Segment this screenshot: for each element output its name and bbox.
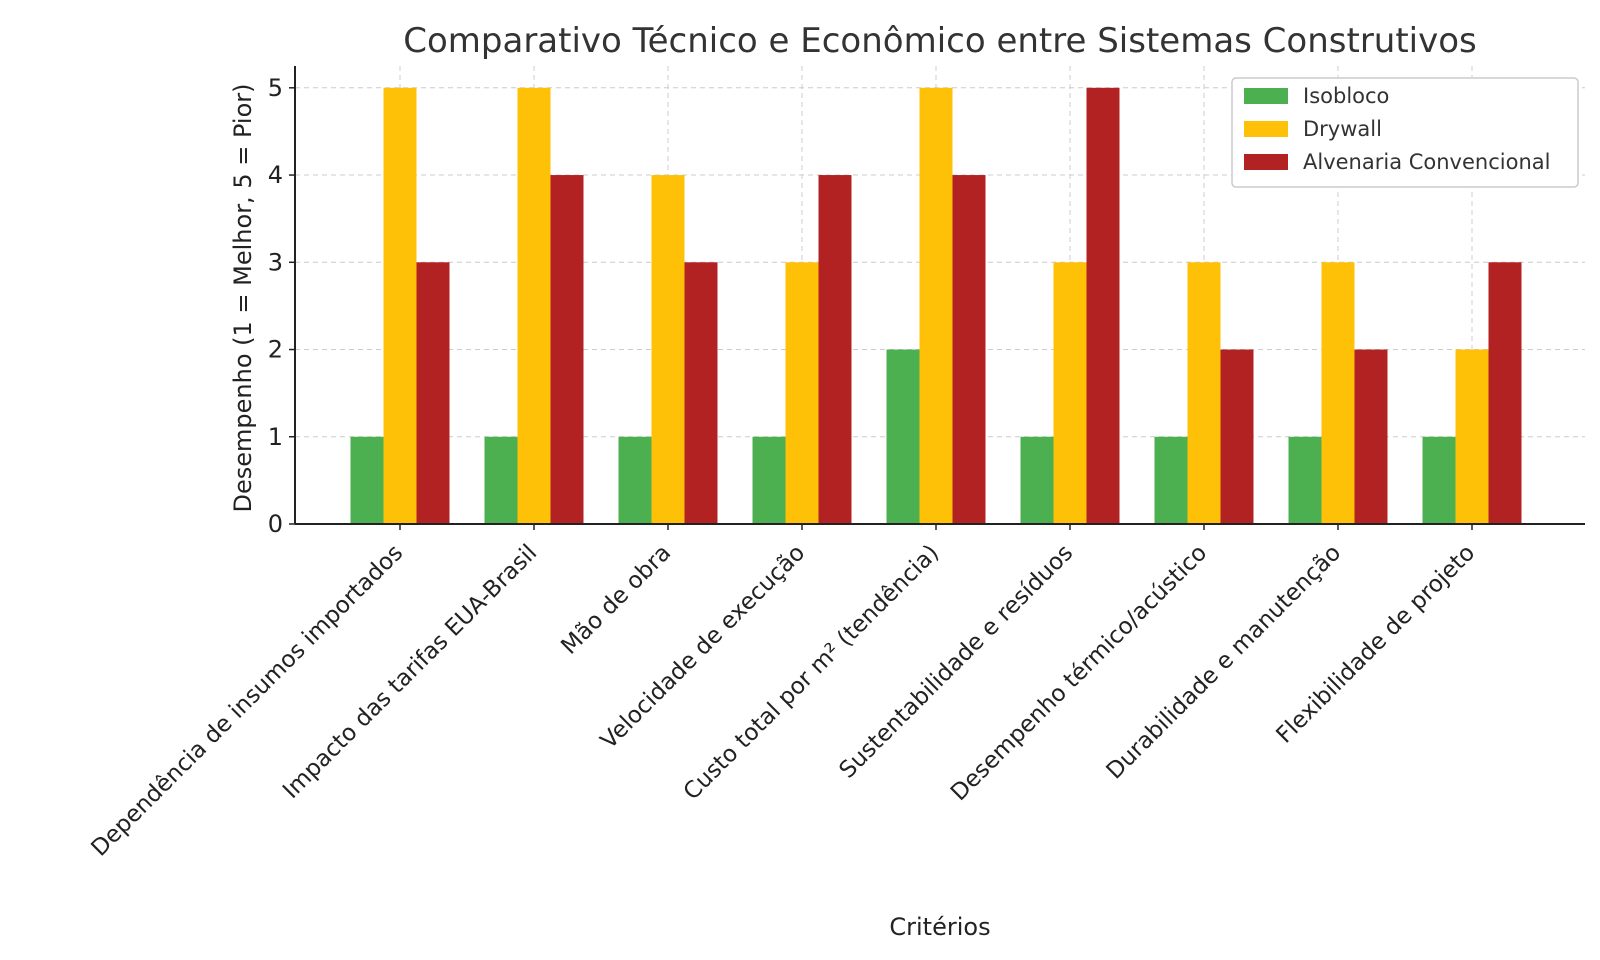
y-tick-label: 4 <box>268 161 283 189</box>
legend: Isobloco Drywall Alvenaria Convencional <box>1231 77 1579 188</box>
bar-isobloco <box>886 349 920 524</box>
bar-isobloco <box>752 436 786 524</box>
bar-drywall <box>517 87 551 525</box>
bar-drywall <box>1321 262 1355 524</box>
bar-drywall <box>1187 262 1221 524</box>
bar-alvenaria-convencional <box>1354 349 1388 524</box>
bar-drywall <box>1053 262 1087 524</box>
y-tick-label: 0 <box>268 510 283 538</box>
bar-isobloco <box>1020 436 1054 524</box>
x-tick-label: Sustentabilidade e resíduos <box>834 540 1078 784</box>
bar-drywall <box>1455 349 1489 524</box>
bar-alvenaria-convencional <box>1488 262 1522 524</box>
bar-drywall <box>383 87 417 525</box>
x-tick-label: Desempenho térmico/acústico <box>946 540 1212 806</box>
y-tick-label: 5 <box>268 74 283 102</box>
x-tick-label: Custo total por m² (tendência) <box>679 540 944 805</box>
bar-isobloco <box>484 436 518 524</box>
bar-isobloco <box>350 436 384 524</box>
bar-alvenaria-convencional <box>550 175 584 525</box>
y-ticks: 0 1 2 3 4 5 <box>268 74 295 538</box>
bar-alvenaria-convencional <box>1086 87 1120 525</box>
bar-alvenaria-convencional <box>416 262 450 524</box>
y-axis-label: Desempenho (1 = Melhor, 5 = Pior) <box>229 84 257 513</box>
bar-isobloco <box>1154 436 1188 524</box>
x-tick-label: Dependência de insumos importados <box>86 540 408 862</box>
x-tick-label: Impacto das tarifas EUA-Brasil <box>278 540 542 804</box>
y-tick-label: 2 <box>268 336 283 364</box>
bars <box>350 87 1522 525</box>
bar-alvenaria-convencional <box>952 175 986 525</box>
x-axis-label: Critérios <box>889 913 990 941</box>
legend-label: Isobloco <box>1303 84 1389 108</box>
legend-label: Alvenaria Convencional <box>1303 150 1550 174</box>
legend-box <box>1231 77 1579 188</box>
axes <box>294 66 1585 525</box>
x-tick-label: Durabilidade e manutenção <box>1102 540 1347 785</box>
bar-alvenaria-convencional <box>818 175 852 525</box>
legend-label: Drywall <box>1303 117 1382 141</box>
x-tick-label: Mão de obra <box>556 540 676 660</box>
bar-isobloco <box>1288 436 1322 524</box>
legend-swatch <box>1244 88 1288 104</box>
legend-swatch <box>1244 121 1288 137</box>
bar-drywall <box>919 87 953 525</box>
y-tick-label: 3 <box>268 248 283 276</box>
bar-alvenaria-convencional <box>684 262 718 524</box>
bar-isobloco <box>1422 436 1456 524</box>
bar-drywall <box>785 262 819 524</box>
legend-swatch <box>1244 154 1288 170</box>
bar-alvenaria-convencional <box>1220 349 1254 524</box>
bar-isobloco <box>618 436 652 524</box>
x-ticks: Dependência de insumos importadosImpacto… <box>86 524 1480 862</box>
bar-drywall <box>651 175 685 525</box>
chart-title: Comparativo Técnico e Econômico entre Si… <box>403 21 1477 61</box>
y-tick-label: 1 <box>268 423 283 451</box>
